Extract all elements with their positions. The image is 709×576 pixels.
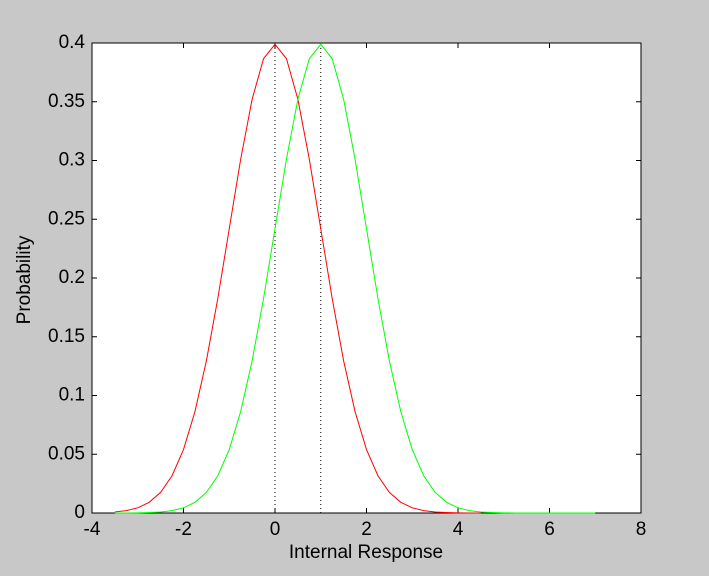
plot-area <box>91 42 642 514</box>
y-axis-label: Probability <box>14 235 35 324</box>
x-tick-label: 6 <box>544 519 555 540</box>
y-tick-label: 0.1 <box>59 385 85 406</box>
x-tick-label: -4 <box>84 519 101 540</box>
y-tick-label: 0.2 <box>59 267 85 288</box>
y-tick-label: 0.4 <box>59 32 86 53</box>
x-tick-label: 2 <box>361 519 372 540</box>
x-tick-label: -2 <box>175 519 192 540</box>
curve <box>114 43 596 514</box>
y-tick-label: 0.15 <box>48 326 85 347</box>
y-tick-label: 0.05 <box>48 443 85 464</box>
y-tick-label: 0.35 <box>48 91 85 112</box>
x-tick-label: 4 <box>453 519 464 540</box>
x-tick-label: 0 <box>270 519 281 540</box>
x-axis-label: Internal Response <box>289 542 443 563</box>
x-tick-label: 8 <box>636 519 647 540</box>
y-tick-label: 0.3 <box>59 150 85 171</box>
y-tick-label: 0 <box>74 502 85 523</box>
y-tick-label: 0.25 <box>48 208 85 229</box>
